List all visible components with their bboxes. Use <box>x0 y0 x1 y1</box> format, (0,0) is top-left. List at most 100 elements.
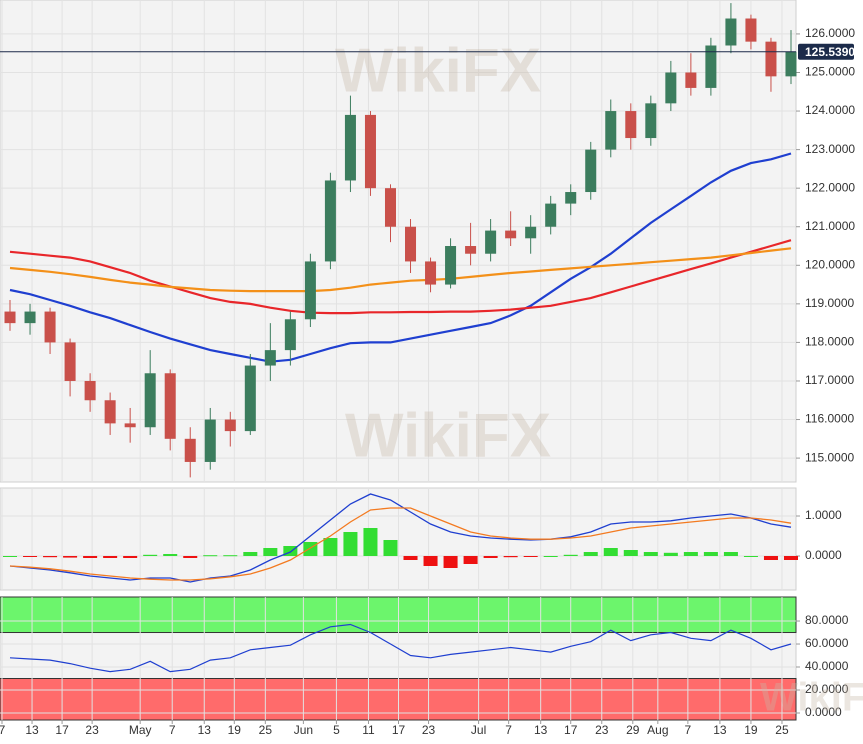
candle-body <box>204 419 216 462</box>
y-tick-label: 119.0000 <box>805 296 854 310</box>
candle-body <box>545 203 557 227</box>
candle-body <box>505 230 517 239</box>
histogram-bar <box>743 556 758 557</box>
indicator-line <box>9 507 792 581</box>
candle-body <box>665 72 677 104</box>
candle-body <box>284 319 296 351</box>
histogram-bar <box>43 556 58 558</box>
y-tick-label: 117.0000 <box>805 373 854 387</box>
y-tick-label: 122.0000 <box>805 180 855 194</box>
indicator-line <box>9 247 792 293</box>
rsi-band <box>0 678 797 721</box>
histogram-bar <box>323 538 338 556</box>
histogram-bar <box>423 556 438 566</box>
candle-body <box>44 311 56 343</box>
y-tick-label: 123.0000 <box>805 142 855 156</box>
histogram-bar <box>383 540 398 556</box>
candle-body <box>344 114 356 181</box>
histogram-bar <box>103 556 118 558</box>
candle-body <box>725 18 737 46</box>
candle-body <box>144 373 156 428</box>
histogram-bar <box>663 552 678 556</box>
x-tick-label: Jul <box>471 723 486 737</box>
last-price-box <box>798 43 854 60</box>
histogram-bar <box>183 556 198 558</box>
candle-body <box>765 41 777 77</box>
histogram-bar <box>543 556 558 557</box>
histogram-bar <box>723 552 738 556</box>
candle-body <box>465 246 477 254</box>
candle-body <box>745 18 757 42</box>
x-tick-label: Aug <box>647 723 668 737</box>
watermark: WikiFX <box>335 36 541 105</box>
candle-body <box>24 311 36 324</box>
candle-body <box>405 226 417 262</box>
histogram-bar <box>23 556 38 557</box>
candle-body <box>705 45 717 88</box>
x-tick-label: 17 <box>55 723 69 737</box>
histogram-bar <box>263 548 278 556</box>
candle-body <box>585 149 597 193</box>
rsi-line <box>9 623 792 673</box>
candle-body <box>445 246 457 285</box>
histogram-bar <box>643 552 658 556</box>
candle-body <box>565 192 577 204</box>
histogram-bar <box>503 556 518 558</box>
histogram-bar <box>223 555 238 557</box>
histogram-bar <box>143 554 158 556</box>
candle-body <box>384 188 396 227</box>
x-tick-label: 11 <box>362 723 375 737</box>
last-price-label: 125.5390 <box>805 45 855 59</box>
x-tick-label: 29 <box>626 723 640 737</box>
histogram-bar <box>163 554 178 556</box>
y-tick-label: 124.0000 <box>805 103 855 117</box>
histogram-bar <box>63 556 78 558</box>
histogram-bar <box>123 556 138 558</box>
histogram-bar <box>303 542 318 556</box>
y-tick-label: 60.0000 <box>805 636 849 650</box>
histogram-bar <box>363 528 378 556</box>
candle-body <box>184 438 196 462</box>
candle-body <box>84 380 96 401</box>
candle-body <box>264 350 276 366</box>
candle-body <box>645 103 657 139</box>
indicator-line <box>9 239 792 315</box>
histogram-bar <box>203 555 218 557</box>
candle-body <box>364 114 376 189</box>
histogram-bar <box>563 554 578 556</box>
candle-body <box>605 111 617 150</box>
histogram-bar <box>523 556 538 557</box>
histogram-bar <box>483 556 498 558</box>
x-tick-label: 17 <box>564 723 578 737</box>
x-tick-label: 7 <box>0 723 6 737</box>
histogram-bar <box>603 548 618 556</box>
histogram-bar <box>463 556 478 564</box>
candle-body <box>124 423 136 428</box>
candle-body <box>304 261 316 320</box>
x-tick-label: 23 <box>85 723 99 737</box>
x-tick-label: Jun <box>294 723 313 737</box>
y-tick-label: 115.0000 <box>805 450 854 464</box>
x-tick-label: 5 <box>333 723 340 737</box>
x-tick-label: 13 <box>198 723 212 737</box>
panel-background <box>0 487 797 591</box>
histogram-bar <box>583 552 598 556</box>
candle-body <box>4 311 16 324</box>
x-tick-label: 7 <box>685 723 692 737</box>
candle-body <box>104 400 116 424</box>
histogram-bar <box>343 532 358 556</box>
x-tick-label: 25 <box>775 723 789 737</box>
candle-body <box>425 261 437 285</box>
x-tick-label: 13 <box>25 723 39 737</box>
x-tick-label: 17 <box>392 723 406 737</box>
watermark: WikiFX <box>345 401 551 470</box>
panel-background <box>0 0 797 483</box>
x-tick-label: 23 <box>595 723 609 737</box>
histogram-bar <box>283 546 298 556</box>
histogram-bar <box>3 556 18 557</box>
y-tick-label: 116.0000 <box>805 412 854 426</box>
y-tick-label: 120.0000 <box>805 257 855 271</box>
histogram-bar <box>443 556 458 568</box>
watermark: WikiFX <box>760 676 863 720</box>
